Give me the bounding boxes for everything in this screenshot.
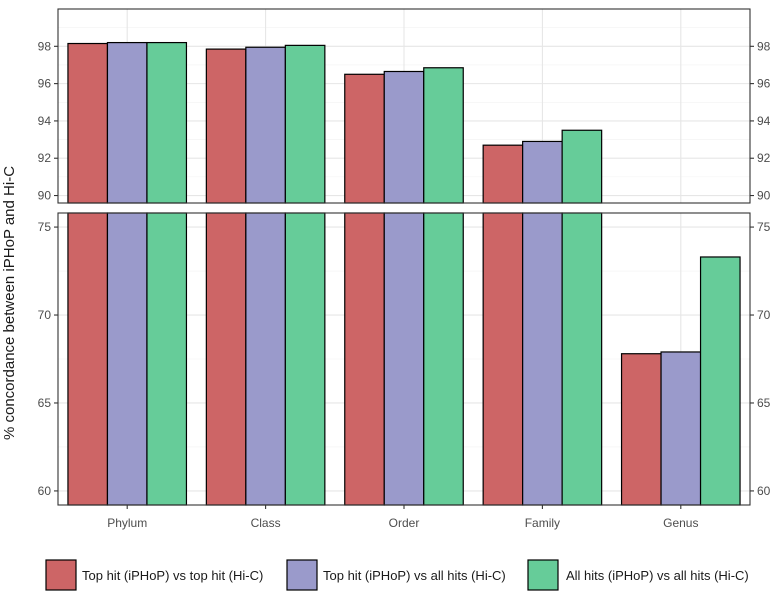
legend-swatch-3 — [527, 559, 559, 591]
bar-family-series-2-upper — [522, 140, 563, 204]
y-tick-label-right: 75 — [757, 220, 771, 234]
bar-order-series-2-upper — [383, 70, 425, 204]
bar-class-series-2-lower — [245, 212, 286, 506]
x-axis-ticks: Phylum Class Order Family Genus — [107, 505, 698, 530]
bar-order-series-3-lower — [423, 212, 464, 506]
bar-class-series-1-lower — [205, 212, 247, 506]
bar-phylum-series-3-lower — [146, 212, 188, 506]
y-tick-label-left: 92 — [38, 151, 52, 165]
y-tick-label-left: 94 — [38, 114, 52, 128]
y-tick-label-left: 65 — [38, 396, 52, 410]
bar-order-series-2-lower — [383, 212, 425, 506]
y-tick-label-right: 70 — [757, 308, 771, 322]
legend-swatch-2 — [286, 559, 318, 591]
y-tick-label-right: 96 — [757, 77, 771, 91]
bar-phylum-series-3-upper — [146, 41, 188, 204]
bar-phylum-series-1-upper — [67, 42, 109, 204]
y-tick-label-right: 90 — [757, 189, 771, 203]
legend-label-1: Top hit (iPHoP) vs top hit (Hi-C) — [82, 568, 263, 583]
bar-class-series-2-upper — [245, 46, 286, 204]
y-tick-label-left: 60 — [38, 484, 52, 498]
x-tick-label-class: Class — [251, 516, 281, 530]
y-tick-label-left: 75 — [38, 220, 52, 234]
x-tick-label-family: Family — [525, 516, 560, 530]
bar-family-series-3-lower — [561, 212, 603, 506]
y-tick-label-left: 98 — [38, 39, 52, 53]
bar-phylum-series-2-lower — [106, 212, 148, 506]
x-tick-label-genus: Genus — [663, 516, 698, 530]
x-tick-label-phylum: Phylum — [107, 516, 147, 530]
bar-phylum-series-2-upper — [106, 41, 148, 204]
bar-genus-series-2-lower — [660, 351, 702, 506]
y-tick-label-right: 65 — [757, 396, 771, 410]
bar-genus-series-1-lower — [620, 353, 662, 506]
bar-family-series-1-lower — [482, 212, 524, 506]
bar-order-series-1-lower — [344, 212, 385, 506]
legend-swatch-1 — [45, 559, 77, 591]
x-tick-label-order: Order — [389, 516, 420, 530]
bar-family-series-1-upper — [482, 144, 524, 204]
bar-genus-series-3-lower — [699, 256, 741, 506]
y-tick-label-left: 90 — [38, 189, 52, 203]
lower-panel: 60 60 65 65 70 70 75 75 — [38, 212, 771, 506]
bar-order-series-3-upper — [423, 67, 464, 204]
bar-family-series-2-lower — [522, 212, 563, 506]
y-axis-title: % concordance between iPHoP and Hi-C — [1, 166, 18, 440]
bar-order-series-1-upper — [344, 73, 385, 204]
bar-class-series-1-upper — [205, 48, 247, 204]
upper-panel-border — [57, 8, 751, 204]
y-tick-label-right: 92 — [757, 151, 771, 165]
y-tick-label-right: 60 — [757, 484, 771, 498]
bar-phylum-series-1-lower — [67, 212, 109, 506]
legend-label-2: Top hit (iPHoP) vs all hits (Hi-C) — [323, 568, 506, 583]
upper-panel: 90 90 92 92 94 94 96 96 98 98 — [38, 8, 771, 204]
legend: Top hit (iPHoP) vs top hit (Hi-C) Top hit… — [45, 559, 749, 591]
y-tick-label-right: 98 — [757, 39, 771, 53]
bar-class-series-3-upper — [284, 44, 326, 204]
y-tick-label-left: 70 — [38, 308, 52, 322]
y-tick-label-right: 94 — [757, 114, 771, 128]
y-tick-label-left: 96 — [38, 77, 52, 91]
bar-class-series-3-lower — [284, 212, 326, 506]
bar-family-series-3-upper — [561, 129, 603, 204]
legend-label-3: All hits (iPHoP) vs all hits (Hi-C) — [566, 568, 749, 583]
